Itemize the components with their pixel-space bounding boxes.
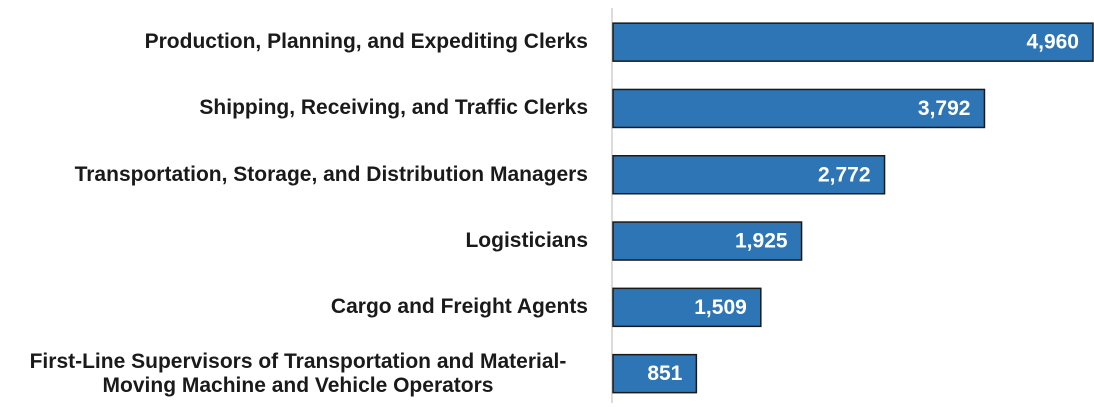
value-label: 1,509 xyxy=(694,296,747,319)
value-label: 4,960 xyxy=(1026,31,1079,54)
category-label: Cargo and Freight Agents xyxy=(330,295,588,319)
bar xyxy=(612,155,886,195)
bar xyxy=(612,221,803,261)
bar xyxy=(612,353,698,394)
category-label: First-Line Supervisors of Transportation… xyxy=(29,349,567,397)
bar xyxy=(612,287,762,328)
category-label-box: Production, Planning, and Expediting Cle… xyxy=(8,9,588,75)
category-label-box: Logisticians xyxy=(8,208,588,274)
category-label-box: Shipping, Receiving, and Traffic Clerks xyxy=(8,75,588,141)
value-label: 2,772 xyxy=(818,163,871,186)
bar xyxy=(612,22,1094,62)
category-label: Shipping, Receiving, and Traffic Clerks xyxy=(199,96,588,120)
category-label-box: Transportation, Storage, and Distributio… xyxy=(8,142,588,208)
bar xyxy=(612,88,986,129)
value-label: 851 xyxy=(647,362,682,385)
value-label: 1,925 xyxy=(735,230,788,253)
category-label: Production, Planning, and Expediting Cle… xyxy=(144,30,588,54)
category-label: Logisticians xyxy=(465,229,588,253)
category-label-box: First-Line Supervisors of Transportation… xyxy=(8,341,588,407)
category-label: Transportation, Storage, and Distributio… xyxy=(74,162,588,186)
value-label: 3,792 xyxy=(918,97,971,120)
category-label-box: Cargo and Freight Agents xyxy=(8,274,588,340)
